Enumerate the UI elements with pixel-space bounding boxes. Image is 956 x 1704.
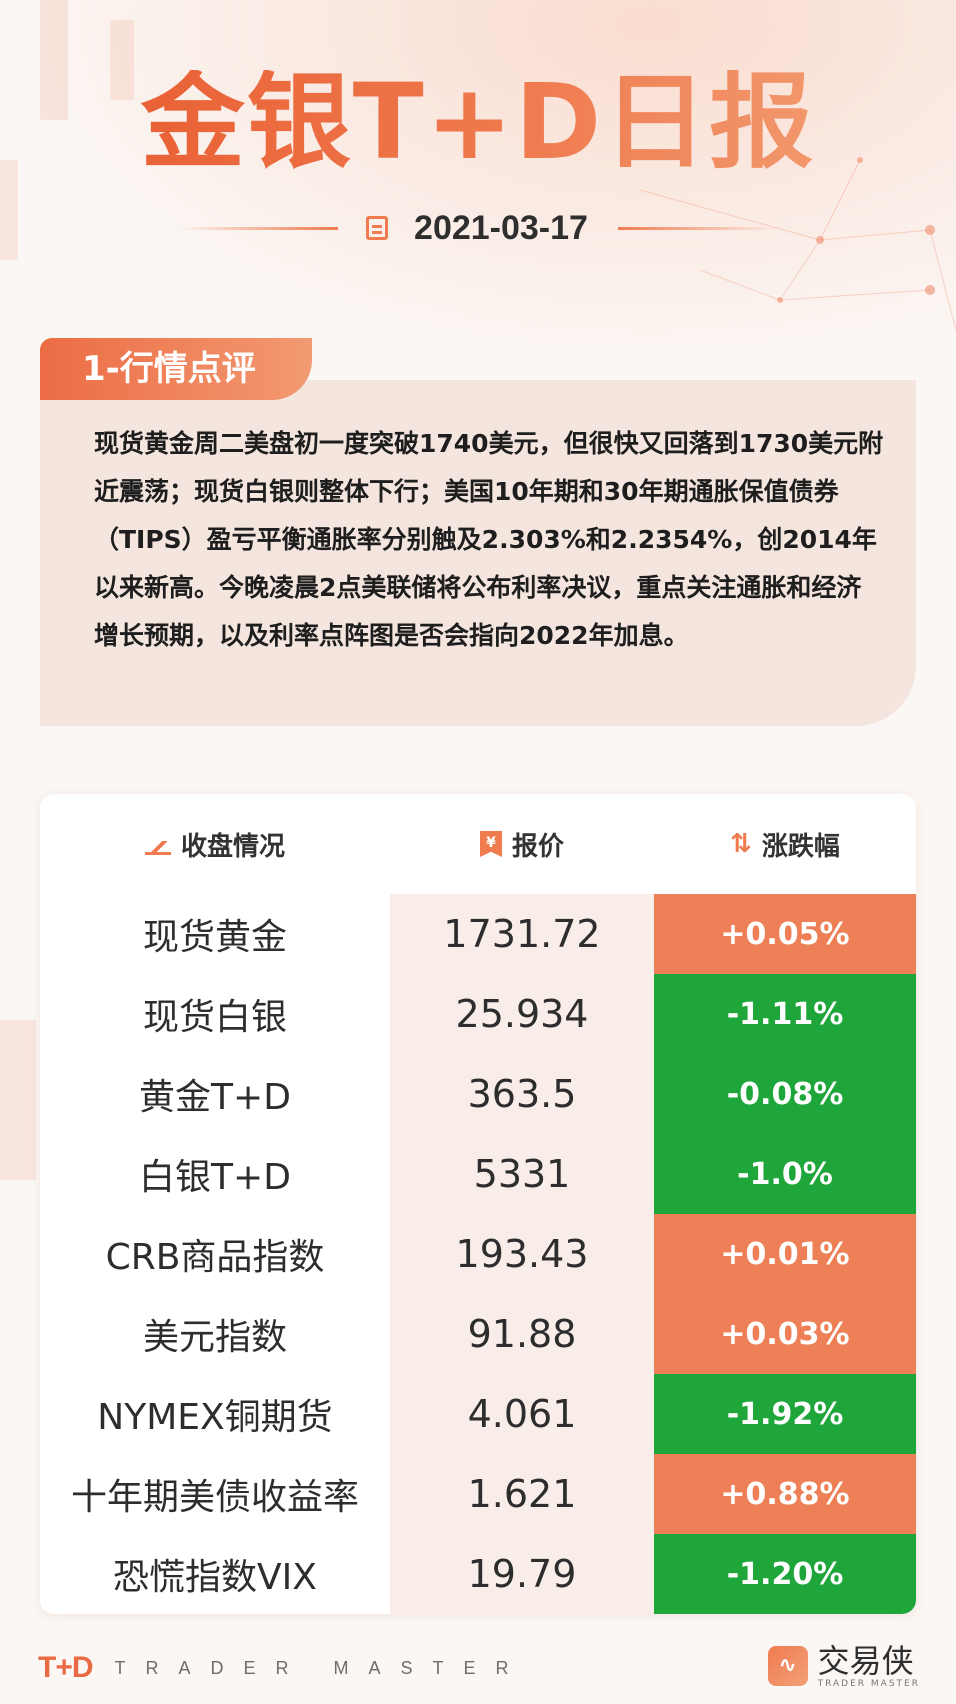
quote-table: 收盘情况 ¥ 报价 ⇅ 涨跌幅 现货黄金 1731.72 +0.05% 现货白银…: [40, 794, 916, 1614]
background-candle: [40, 0, 68, 120]
instrument-price: 25.934: [455, 992, 589, 1036]
table-row: 十年期美债收益率 1.621 +0.88%: [40, 1454, 916, 1534]
brand-text: 交易侠 TRADER MASTER: [818, 1643, 920, 1689]
instrument-price: 363.5: [467, 1072, 577, 1116]
brand-subtitle: TRADER MASTER: [817, 1679, 920, 1689]
footer-tagline: TRADER MASTER: [114, 1657, 529, 1678]
column-header-label: 涨跌幅: [761, 831, 840, 862]
brand-logo-icon: ∿: [767, 1646, 808, 1686]
instrument-change: +0.88%: [654, 1454, 916, 1534]
date-row: 2021-03-17: [0, 204, 956, 252]
instrument-change: +0.03%: [654, 1294, 916, 1374]
market-comment-panel: [40, 380, 916, 726]
brand-name: 交易侠: [817, 1642, 914, 1680]
instrument-change: -1.92%: [654, 1374, 916, 1454]
table-header: 收盘情况 ¥ 报价 ⇅ 涨跌幅: [40, 794, 916, 894]
instrument-price: 4.061: [467, 1392, 577, 1436]
instrument-change: -1.20%: [654, 1534, 916, 1614]
instrument-name: CRB商品指数: [105, 1237, 325, 1278]
date-divider-right: [617, 226, 778, 230]
background-candle: [0, 1020, 36, 1180]
background-candle: [0, 160, 18, 260]
table-row: 现货白银 25.934 -1.11%: [40, 974, 916, 1054]
calendar-icon: [366, 216, 389, 240]
column-header-label: 收盘情况: [180, 831, 285, 862]
table-row: 黄金T+D 363.5 -0.08%: [40, 1054, 916, 1134]
table-row: 白银T+D 5331 -1.0%: [40, 1134, 916, 1214]
column-header-price: ¥ 报价: [390, 794, 654, 894]
column-header-change: ⇅ 涨跌幅: [654, 794, 916, 894]
report-date: 2021-03-17: [414, 208, 588, 247]
background-candle: [110, 20, 134, 100]
table-row: 现货黄金 1731.72 +0.05%: [40, 894, 916, 974]
instrument-price: 1.621: [467, 1472, 577, 1516]
column-header-label: 报价: [511, 831, 564, 862]
market-comment-text: 现货黄金周二美盘初一度突破1740美元，但很快又回落到1730美元附近震荡；现货…: [94, 429, 884, 650]
column-header-close: 收盘情况: [40, 794, 390, 894]
instrument-change: +0.05%: [654, 894, 916, 974]
instrument-name: 恐慌指数VIX: [113, 1557, 317, 1598]
table-body: 现货黄金 1731.72 +0.05% 现货白银 25.934 -1.11% 黄…: [40, 894, 916, 1614]
instrument-name: 现货黄金: [142, 917, 287, 958]
page-title: 金银T+D日报: [0, 70, 956, 174]
instrument-name: 黄金T+D: [139, 1077, 291, 1118]
section-tab-market-comment: 1-行情点评: [40, 338, 312, 400]
table-row: 恐慌指数VIX 19.79 -1.20%: [40, 1534, 916, 1614]
price-column-background: [390, 894, 654, 1614]
instrument-change: +0.01%: [654, 1214, 916, 1294]
date-divider-left: [178, 226, 339, 230]
footer-brand: ∿ 交易侠 TRADER MASTER: [767, 1638, 920, 1694]
instrument-name: 美元指数: [142, 1317, 287, 1358]
up-down-arrows-icon: ⇅: [730, 829, 752, 859]
instrument-change: -1.0%: [654, 1134, 916, 1214]
instrument-name: 十年期美债收益率: [70, 1477, 359, 1518]
instrument-price: 1731.72: [443, 912, 601, 956]
price-tag-icon: ¥: [479, 831, 502, 857]
instrument-name: 现货白银: [142, 997, 287, 1038]
table-row: NYMEX铜期货 4.061 -1.92%: [40, 1374, 916, 1454]
instrument-price: 91.88: [467, 1312, 577, 1356]
table-row: 美元指数 91.88 +0.03%: [40, 1294, 916, 1374]
instrument-change: -0.08%: [654, 1054, 916, 1134]
instrument-price: 19.79: [467, 1552, 577, 1596]
td-logo: T+D: [38, 1651, 94, 1684]
instrument-price: 5331: [473, 1152, 571, 1196]
instrument-change: -1.11%: [654, 974, 916, 1054]
instrument-name: NYMEX铜期货: [97, 1397, 333, 1438]
background-network-lines: [639, 157, 956, 331]
trend-chart-icon: [144, 833, 171, 855]
instrument-price: 193.43: [455, 1232, 589, 1276]
instrument-name: 白银T+D: [139, 1157, 291, 1198]
table-row: CRB商品指数 193.43 +0.01%: [40, 1214, 916, 1294]
footer-left: T+D TRADER MASTER: [38, 1648, 529, 1688]
